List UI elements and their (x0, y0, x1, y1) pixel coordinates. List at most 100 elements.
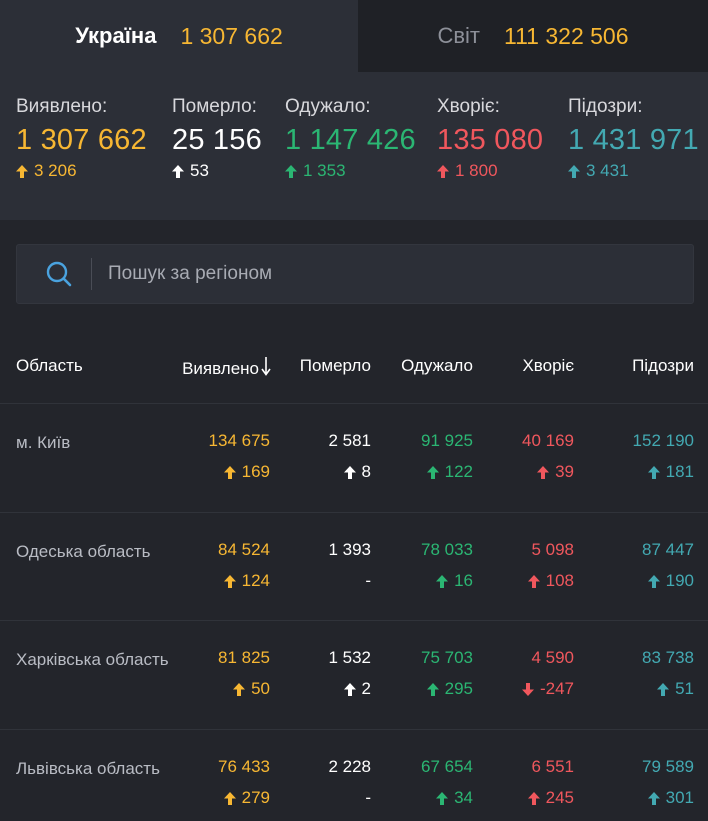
summary-value: 135 080 (437, 124, 544, 156)
cell-suspected: 152 190 181 (633, 431, 694, 482)
tab-world-label: Світ (437, 23, 481, 48)
sick-value: 5 098 (531, 540, 574, 559)
arrow-up-icon (223, 791, 236, 805)
arrow-up-icon (647, 574, 660, 588)
summary-delta: 3 431 (568, 161, 699, 181)
recovered-delta: 295 (421, 679, 473, 699)
deaths-value: 1 393 (328, 540, 371, 559)
header-deaths[interactable]: Померло (299, 356, 371, 375)
cell-deaths: 1 393 - (328, 540, 371, 591)
suspected-delta: 190 (642, 571, 694, 591)
arrow-up-icon (223, 465, 236, 479)
deaths-delta: - (328, 571, 371, 591)
arrow-up-icon (437, 164, 449, 178)
deaths-value: 1 532 (328, 648, 371, 667)
header-recovered[interactable]: Одужало (401, 356, 473, 375)
summary-suspected: Підозри: 1 431 971 3 431 (568, 96, 699, 181)
suspected-delta: 51 (642, 679, 694, 699)
cases-delta: 124 (218, 571, 270, 591)
cases-delta: 169 (209, 462, 270, 482)
recovered-delta: 34 (421, 788, 473, 808)
recovered-delta-value: 122 (444, 462, 473, 481)
header-region[interactable]: Область (16, 356, 83, 375)
cases-delta-value: 169 (241, 462, 270, 481)
cell-sick: 4 590 -247 (521, 648, 574, 699)
cases-value: 76 433 (218, 757, 270, 776)
deaths-delta-value: 2 (361, 679, 371, 698)
summary-recovered: Одужало: 1 147 426 1 353 (285, 96, 416, 181)
table-row[interactable]: Харківська область 81 825 50 1 532 2 75 703 29… (0, 620, 708, 729)
cell-cases: 134 675 169 (209, 431, 270, 482)
arrow-up-icon (343, 465, 356, 479)
search-icon[interactable] (45, 260, 73, 288)
summary-value: 1 147 426 (285, 124, 416, 156)
region-search (16, 244, 694, 304)
suspected-value: 152 190 (632, 431, 694, 450)
header-cases[interactable]: Виявлено (182, 356, 271, 381)
header-cases-label: Виявлено (182, 358, 259, 378)
sick-value: 40 169 (522, 431, 574, 450)
cell-recovered: 67 654 34 (421, 757, 473, 808)
cell-sick: 5 098 108 (527, 540, 574, 591)
cases-value: 134 675 (208, 431, 270, 450)
arrow-up-icon (16, 164, 28, 178)
tab-world[interactable]: Світ 111 322 506 (358, 0, 708, 72)
sick-value: 6 551 (531, 757, 574, 776)
summary-value: 1 431 971 (568, 124, 699, 156)
arrow-up-icon (285, 164, 297, 178)
summary-value: 1 307 662 (16, 124, 147, 156)
arrow-up-icon (172, 164, 184, 178)
summary-delta: 3 206 (16, 161, 147, 181)
cell-suspected: 87 447 190 (642, 540, 694, 591)
arrow-up-icon (233, 682, 246, 696)
sick-delta: 39 (522, 462, 574, 482)
summary-panel: Виявлено: 1 307 662 3 206 Померло: 25 15… (0, 72, 708, 220)
cell-recovered: 91 925 122 (421, 431, 473, 482)
header-suspected[interactable]: Підозри (632, 356, 694, 375)
arrow-up-icon (537, 465, 550, 479)
table-row[interactable]: м. Київ 134 675 169 2 581 8 91 925 122 40 169 39… (0, 403, 708, 512)
cell-cases: 84 524 124 (218, 540, 270, 591)
cases-delta: 50 (218, 679, 270, 699)
header-sick[interactable]: Хворіє (522, 356, 574, 375)
summary-deaths: Померло: 25 156 53 (172, 96, 262, 181)
sick-delta-value: -247 (539, 679, 574, 698)
suspected-value: 87 447 (642, 540, 694, 559)
cell-sick: 6 551 245 (527, 757, 574, 808)
cases-delta-value: 279 (241, 788, 270, 807)
cell-cases: 76 433 279 (218, 757, 270, 808)
recovered-value: 67 654 (421, 757, 473, 776)
arrow-up-icon (436, 791, 449, 805)
cell-suspected: 83 738 51 (642, 648, 694, 699)
summary-delta-value: 3 206 (34, 161, 77, 180)
summary-delta-value: 1 353 (303, 161, 346, 180)
arrow-up-icon (436, 574, 449, 588)
suspected-delta-value: 51 (675, 679, 694, 698)
deaths-value: 2 228 (328, 757, 371, 776)
tab-world-value: 111 322 506 (504, 22, 629, 49)
table-row[interactable]: Одеська область 84 524 124 1 393 - 78 033 16 5 … (0, 512, 708, 621)
sick-delta: 245 (527, 788, 574, 808)
tab-ukraine-value: 1 307 662 (180, 22, 283, 49)
suspected-delta-value: 301 (665, 788, 694, 807)
table-header: Область Виявлено Померло Одужало Хворіє … (0, 348, 708, 384)
search-input[interactable] (108, 263, 693, 285)
arrow-up-icon (568, 164, 580, 178)
arrow-down-icon (521, 682, 534, 696)
sick-delta: 108 (527, 571, 574, 591)
summary-value: 25 156 (172, 124, 262, 156)
region-name: Харківська область (16, 650, 169, 669)
region-name: Одеська область (16, 542, 151, 561)
recovered-value: 91 925 (421, 431, 473, 450)
recovered-delta: 122 (421, 462, 473, 482)
tab-ukraine[interactable]: Україна 1 307 662 (0, 0, 358, 72)
deaths-delta: - (328, 788, 371, 808)
sick-delta-value: 245 (545, 788, 574, 807)
cell-suspected: 79 589 301 (642, 757, 694, 808)
region-name: Львівська область (16, 759, 160, 778)
summary-delta-value: 3 431 (586, 161, 629, 180)
deaths-delta: 2 (328, 679, 371, 699)
table-row[interactable]: Львівська область 76 433 279 2 228 - 67 654 34… (0, 729, 708, 821)
cases-delta: 279 (218, 788, 270, 808)
suspected-value: 83 738 (642, 648, 694, 667)
